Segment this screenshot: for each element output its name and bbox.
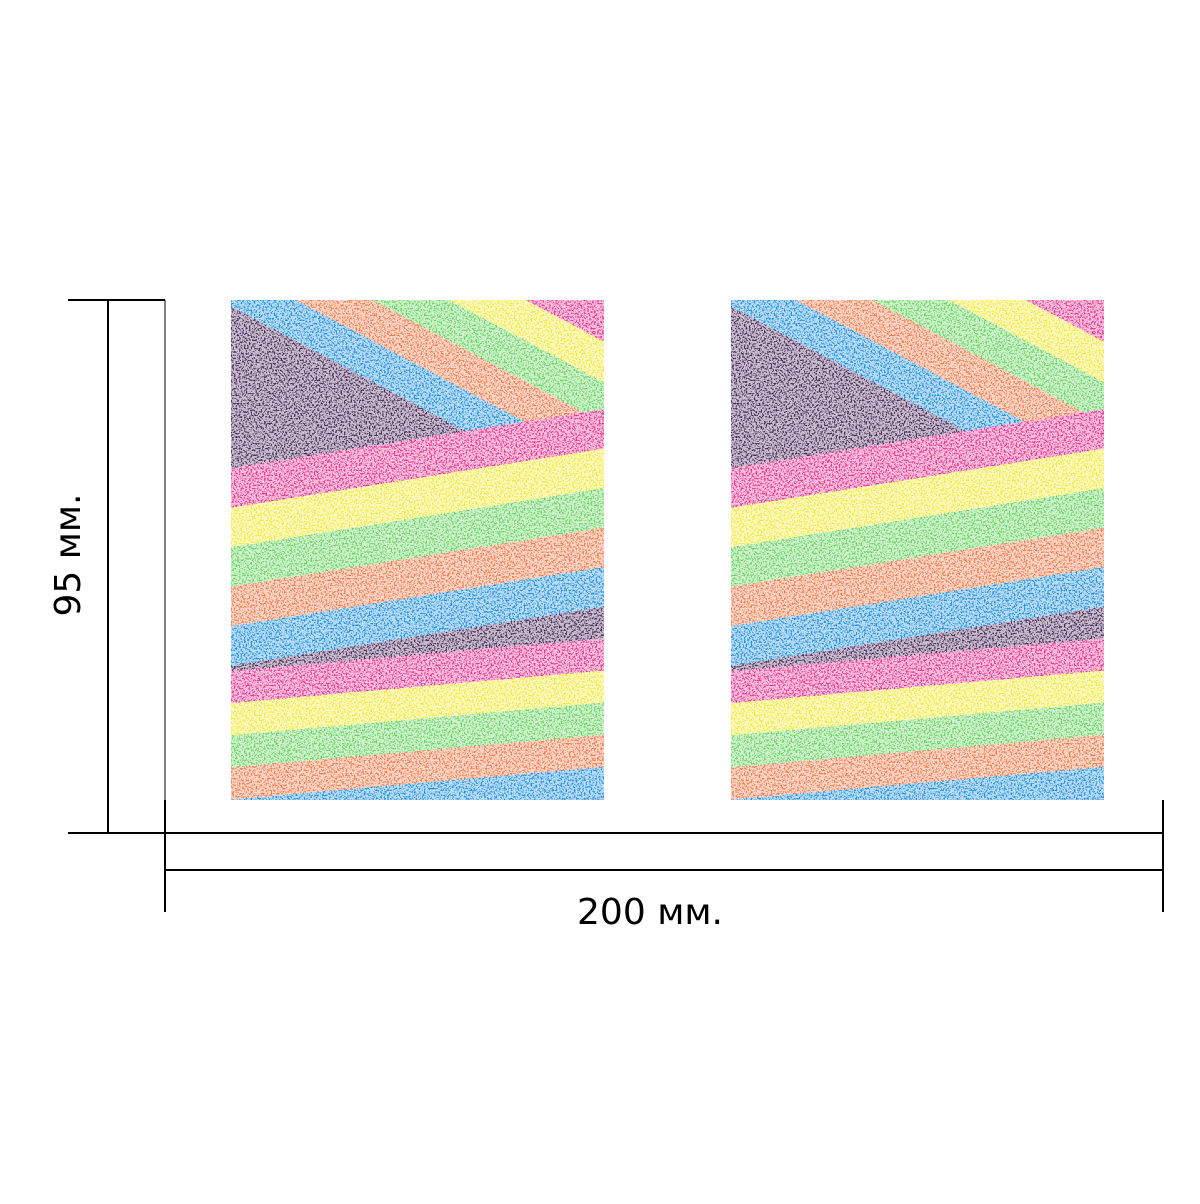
height-dimension: 95 мм. xyxy=(48,299,166,834)
width-label: 200 мм. xyxy=(577,892,723,933)
width-dimension: 200 мм. xyxy=(164,800,1164,933)
product-image xyxy=(602,79,1200,836)
height-label: 95 мм. xyxy=(48,493,89,616)
product-image xyxy=(102,79,805,836)
